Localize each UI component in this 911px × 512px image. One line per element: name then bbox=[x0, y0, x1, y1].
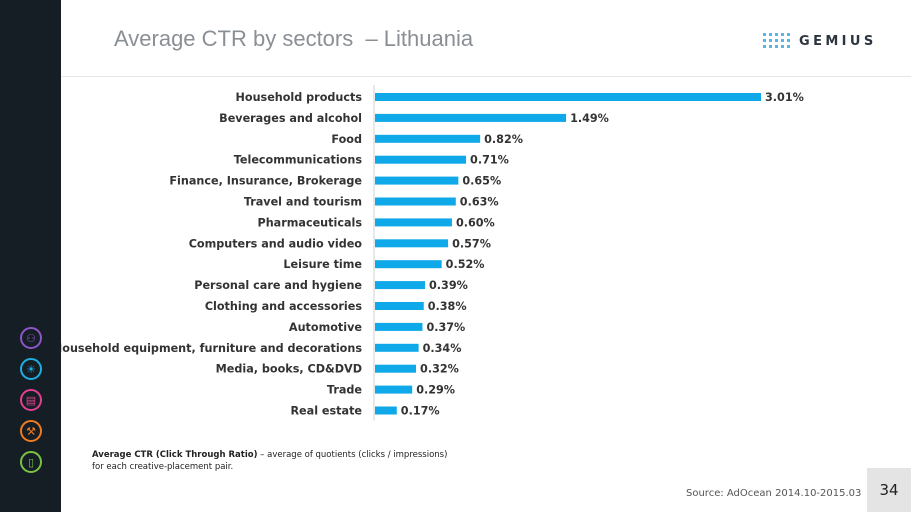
category-label: Household equipment, furniture and decor… bbox=[61, 342, 362, 355]
gemius-logo: GEMIUS bbox=[763, 31, 877, 51]
logo-dot bbox=[781, 39, 784, 42]
bar bbox=[375, 239, 449, 248]
category-label: Household products bbox=[236, 91, 363, 104]
value-label: 0.37% bbox=[426, 321, 465, 334]
mobile-device-icon[interactable]: ▯ bbox=[20, 451, 42, 473]
page-number: 34 bbox=[867, 468, 911, 512]
value-label: 0.63% bbox=[460, 196, 499, 209]
bar bbox=[375, 155, 467, 164]
category-label: Real estate bbox=[290, 405, 362, 418]
logo-dot bbox=[763, 39, 766, 42]
value-label: 0.82% bbox=[484, 133, 523, 146]
value-label: 0.34% bbox=[423, 342, 462, 355]
category-label: Telecommunications bbox=[234, 154, 363, 167]
footnote-term: Average CTR (Click Through Ratio) bbox=[92, 450, 258, 460]
category-label: Leisure time bbox=[283, 258, 362, 271]
logo-dot bbox=[787, 33, 790, 36]
logo-dot bbox=[775, 39, 778, 42]
logo-dot bbox=[763, 45, 766, 48]
bar bbox=[375, 281, 426, 290]
value-label: 0.52% bbox=[446, 258, 485, 271]
value-label: 0.71% bbox=[470, 154, 509, 167]
bar bbox=[375, 364, 417, 373]
category-label: Finance, Insurance, Brokerage bbox=[169, 175, 362, 188]
category-label: Travel and tourism bbox=[244, 196, 362, 209]
bar bbox=[375, 302, 424, 310]
bar bbox=[375, 93, 761, 101]
logo-dot bbox=[781, 33, 784, 36]
category-label: Pharmaceuticals bbox=[258, 216, 363, 229]
footnote-definition: – average of quotients (clicks / impress… bbox=[92, 450, 448, 472]
logo-text: GEMIUS bbox=[799, 33, 877, 49]
ctr-bar-chart: Household products 3.01% Beverages and alc… bbox=[61, 85, 804, 421]
sidebar: ⚇ ☀ ▤ ⚒ ▯ bbox=[0, 0, 61, 512]
logo-dot bbox=[763, 33, 766, 36]
value-label: 1.49% bbox=[570, 112, 609, 125]
page-title: Average CTR by sectors – Lithuania bbox=[114, 26, 474, 51]
source-note: Source: AdOcean 2014.10-2015.03 bbox=[686, 488, 862, 499]
shopping-cart-icon[interactable]: ▤ bbox=[20, 389, 42, 411]
bar bbox=[375, 343, 419, 352]
category-label: Personal care and hygiene bbox=[194, 279, 362, 292]
bar bbox=[375, 113, 567, 122]
logo-dot bbox=[781, 45, 784, 48]
category-label: Beverages and alcohol bbox=[219, 112, 362, 125]
bar bbox=[375, 218, 452, 227]
logo-dot bbox=[775, 33, 778, 36]
category-label: Computers and audio video bbox=[189, 237, 363, 250]
people-icon[interactable]: ⚇ bbox=[20, 327, 42, 349]
value-label: 0.38% bbox=[428, 300, 467, 313]
logo-dot bbox=[769, 45, 772, 48]
bar bbox=[375, 134, 481, 143]
logo-dot bbox=[787, 39, 790, 42]
logo-dot bbox=[769, 33, 772, 36]
bar bbox=[375, 176, 459, 185]
logo-dot bbox=[787, 45, 790, 48]
value-label: 0.29% bbox=[416, 384, 455, 397]
bar bbox=[375, 322, 423, 331]
value-label: 0.32% bbox=[420, 363, 459, 376]
value-label: 0.57% bbox=[452, 237, 491, 250]
header-divider bbox=[61, 76, 911, 77]
category-label: Clothing and accessories bbox=[205, 300, 363, 313]
category-label: Food bbox=[331, 133, 362, 146]
category-label: Media, books, CD&DVD bbox=[216, 363, 362, 376]
logo-dot bbox=[775, 45, 778, 48]
footnote: Average CTR (Click Through Ratio) – aver… bbox=[92, 449, 452, 473]
value-label: 0.17% bbox=[401, 405, 440, 418]
bar bbox=[375, 197, 456, 206]
wrench-icon[interactable]: ⚒ bbox=[20, 420, 42, 442]
value-label: 0.60% bbox=[456, 216, 495, 229]
value-label: 3.01% bbox=[765, 91, 804, 104]
value-label: 0.39% bbox=[429, 279, 468, 292]
bar bbox=[375, 260, 442, 269]
gemius-dots-logo-icon bbox=[763, 33, 790, 48]
value-label: 0.65% bbox=[462, 175, 501, 188]
category-label: Automotive bbox=[289, 321, 362, 334]
bar bbox=[375, 406, 397, 415]
logo-dot bbox=[769, 39, 772, 42]
lightbulb-icon[interactable]: ☀ bbox=[20, 358, 42, 380]
bar bbox=[375, 385, 413, 394]
category-label: Trade bbox=[327, 384, 362, 397]
